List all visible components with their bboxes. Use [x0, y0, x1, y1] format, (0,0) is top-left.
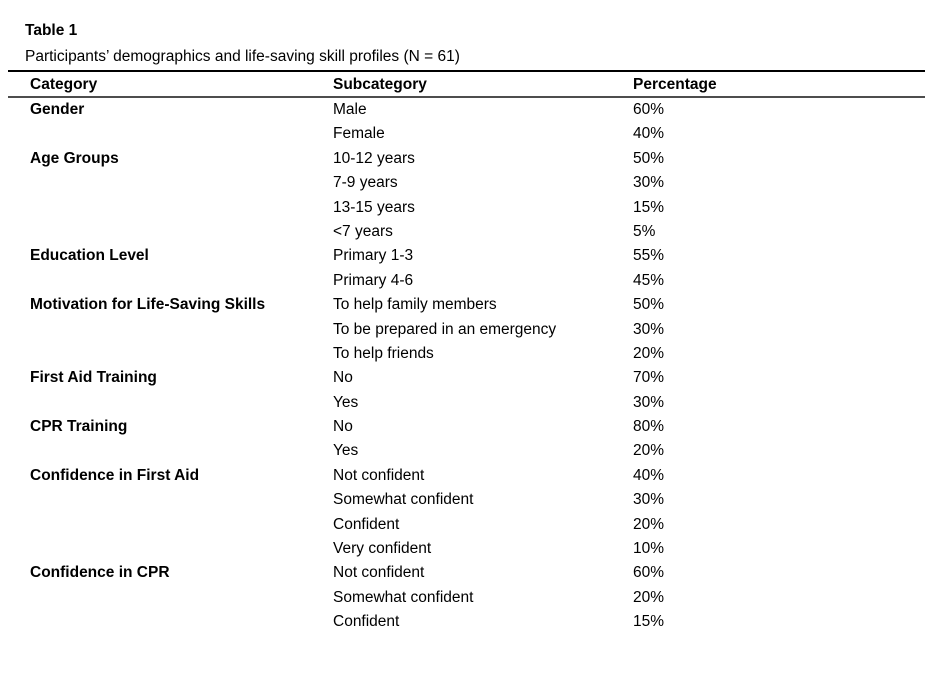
subcategory-cell: Female — [333, 125, 385, 143]
category-cell — [8, 171, 333, 195]
category-cell: Gender — [30, 101, 85, 118]
category-cell: First Aid Training — [30, 369, 157, 387]
table-row: Confidence in CPR Not confident 60% — [8, 561, 925, 585]
subcategory-cell: To help family members — [333, 296, 497, 314]
table-row: First Aid Training No 70% — [8, 366, 925, 390]
table-row: Very confident 10% — [8, 537, 925, 561]
subcategory-cell: <7 years — [333, 222, 393, 240]
percentage-cell: 20% — [633, 442, 665, 460]
subcategory-cell: 7-9 years — [333, 174, 398, 192]
percentage-cell: 45% — [633, 271, 665, 289]
category-cell: Education Level — [30, 247, 149, 265]
table-row: Yes 30% — [8, 391, 925, 415]
percentage-cell: 30% — [633, 320, 665, 338]
percentage-cell: 20% — [633, 344, 665, 362]
subcategory-cell: Somewhat confident — [333, 491, 474, 509]
percentage-cell: 15% — [633, 198, 665, 216]
percentage-cell: 15% — [633, 613, 665, 631]
percentage-cell: 10% — [633, 540, 665, 558]
subcategory-cell: Yes — [333, 393, 359, 411]
category-cell — [8, 318, 333, 342]
percentage-cell: 30% — [633, 393, 665, 411]
percentage-cell: 20% — [633, 588, 665, 606]
column-header-percentage: Percentage — [633, 76, 717, 93]
table-caption: Participants’ demographics and life-savi… — [25, 48, 460, 65]
percentage-cell: 30% — [633, 491, 665, 509]
subcategory-cell: To help friends — [333, 344, 434, 362]
percentage-cell: 50% — [633, 149, 665, 167]
category-cell — [8, 586, 333, 610]
category-cell — [8, 342, 333, 366]
subcategory-cell: Confident — [333, 515, 400, 533]
subcategory-cell: 13-15 years — [333, 198, 415, 216]
table-row: Female 40% — [8, 122, 925, 146]
table-row: Education Level Primary 1-3 55% — [8, 244, 925, 268]
table-label: Table 1 — [25, 22, 78, 39]
percentage-cell: 30% — [633, 174, 665, 192]
percentage-cell: 70% — [633, 369, 665, 387]
table-row: To be prepared in an emergency 30% — [8, 318, 925, 342]
subcategory-cell: No — [333, 369, 353, 387]
percentage-cell: 60% — [633, 564, 665, 582]
percentage-cell: 20% — [633, 515, 665, 533]
table-row: 13-15 years 15% — [8, 196, 925, 220]
subcategory-cell: To be prepared in an emergency — [333, 320, 557, 338]
table-row: Primary 4-6 45% — [8, 269, 925, 293]
category-cell: Motivation for Life-Saving Skills — [30, 296, 266, 314]
category-cell — [8, 439, 333, 463]
percentage-cell: 5% — [633, 222, 656, 240]
table-row: Somewhat confident 30% — [8, 488, 925, 512]
percentage-cell: 50% — [633, 296, 665, 314]
table-row: Confident 15% — [8, 610, 925, 634]
subcategory-cell: Very confident — [333, 540, 432, 558]
table-row: Age Groups 10-12 years 50% — [8, 147, 925, 171]
subcategory-cell: Not confident — [333, 466, 425, 484]
category-cell — [8, 122, 333, 146]
category-cell — [8, 513, 333, 537]
category-cell — [8, 196, 333, 220]
table-row: Confident 20% — [8, 513, 925, 537]
table-row: Yes 20% — [8, 439, 925, 463]
column-header-subcategory: Subcategory — [333, 76, 427, 93]
subcategory-cell: Primary 4-6 — [333, 271, 414, 289]
subcategory-cell: Somewhat confident — [333, 588, 474, 606]
category-cell — [8, 220, 333, 244]
table-row: Motivation for Life-Saving Skills To help… — [8, 293, 925, 317]
subcategory-cell: Yes — [333, 442, 359, 460]
category-cell — [8, 610, 333, 634]
table-row: To help friends 20% — [8, 342, 925, 366]
table-row: CPR Training No 80% — [8, 415, 925, 439]
percentage-cell: 40% — [633, 125, 665, 143]
percentage-cell: 80% — [633, 418, 665, 436]
table-row: 7-9 years 30% — [8, 171, 925, 195]
table-row: <7 years 5% — [8, 220, 925, 244]
subcategory-cell: Confident — [333, 613, 400, 631]
subcategory-cell: Not confident — [333, 564, 425, 582]
category-cell — [8, 269, 333, 293]
column-header-category: Category — [30, 76, 98, 93]
table-row: Confidence in First Aid Not confident 40% — [8, 464, 925, 488]
subcategory-cell: Primary 1-3 — [333, 247, 414, 265]
subcategory-cell: No — [333, 418, 353, 436]
subcategory-cell: Male — [333, 101, 367, 118]
subcategory-cell: 10-12 years — [333, 149, 415, 167]
table-header-row: Category Subcategory Percentage — [8, 72, 925, 98]
demographics-table: Category Subcategory Percentage Gender Ma… — [8, 70, 925, 635]
category-cell — [8, 488, 333, 512]
category-cell: Confidence in CPR — [30, 564, 170, 582]
percentage-cell: 60% — [633, 101, 665, 118]
category-cell: Confidence in First Aid — [30, 466, 200, 484]
category-cell — [8, 537, 333, 561]
percentage-cell: 55% — [633, 247, 665, 265]
table-body: Gender Male 60% Female 40% Age Groups 10-12 ye… — [8, 98, 925, 635]
table-row: Gender Male 60% — [8, 98, 925, 122]
percentage-cell: 40% — [633, 466, 665, 484]
category-cell — [8, 391, 333, 415]
category-cell: CPR Training — [30, 418, 128, 436]
category-cell: Age Groups — [30, 149, 119, 167]
table-row: Somewhat confident 20% — [8, 586, 925, 610]
